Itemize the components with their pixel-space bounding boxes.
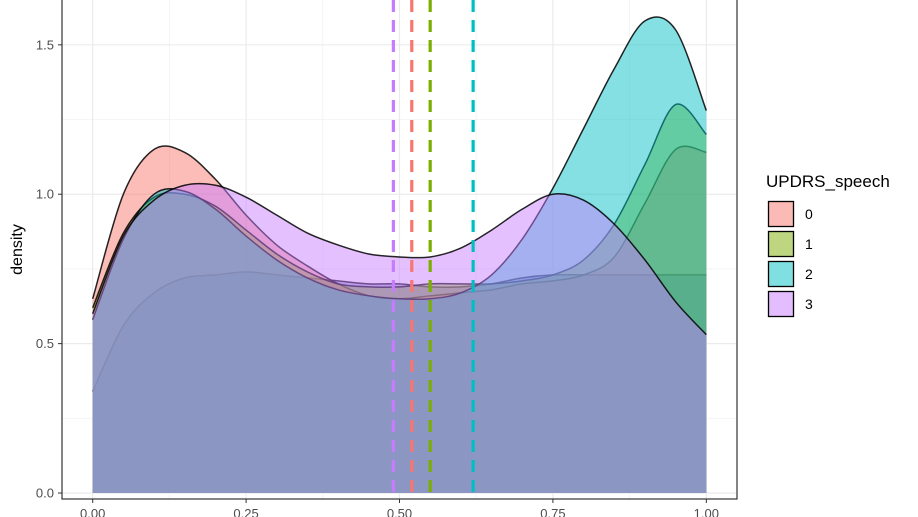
- x-tick-label: 0.50: [387, 506, 412, 517]
- legend: UPDRS_speech 0 1 2 3: [766, 172, 890, 318]
- y-tick-label: 1.0: [36, 187, 54, 202]
- y-tick-label: 0.0: [36, 486, 54, 501]
- legend-label-1: 1: [805, 236, 813, 252]
- x-tick-label: 1.00: [694, 506, 719, 517]
- legend-label-3: 3: [805, 296, 813, 312]
- legend-label-2: 2: [805, 266, 813, 282]
- y-tick-label: 0.5: [36, 336, 54, 351]
- density-area-base: [92, 271, 707, 494]
- density-area-series-2: [92, 16, 707, 494]
- y-axis: 0.0 0.5 1.0 1.5: [36, 37, 62, 501]
- legend-title: UPDRS_speech: [766, 172, 890, 191]
- x-tick-label: 0.00: [80, 506, 105, 517]
- legend-key-0: [767, 200, 795, 228]
- density-areas: [91, 16, 708, 494]
- density-area-base-outline: [92, 271, 707, 392]
- mean-lines: [391, 0, 475, 499]
- x-tick-label: 0.75: [540, 506, 565, 517]
- density-area-series-1-outline: [91, 103, 707, 309]
- y-axis-label: density: [9, 224, 26, 275]
- density-area-series-3: [92, 183, 707, 494]
- density-area-series-3-outline: [91, 182, 707, 336]
- legend-key-2: [767, 260, 795, 288]
- legend-key-3: [767, 290, 795, 318]
- legend-label-0: 0: [805, 206, 813, 222]
- x-tick-label: 0.25: [233, 506, 258, 517]
- y-tick-label: 1.5: [36, 37, 54, 52]
- density-area-series-0: [92, 145, 707, 494]
- x-axis: 0.00 0.25 0.50 0.75 1.00: [80, 499, 719, 517]
- density-area-series-2-outline: [91, 16, 708, 320]
- legend-key-1: [767, 230, 795, 258]
